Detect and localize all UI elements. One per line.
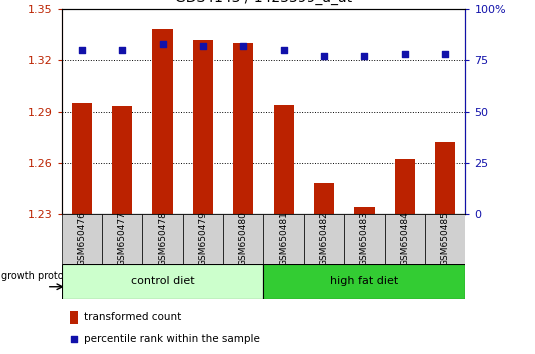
Text: GSM650480: GSM650480 bbox=[239, 211, 248, 267]
Bar bbox=[62, 214, 102, 264]
Text: high fat diet: high fat diet bbox=[330, 276, 399, 286]
Point bbox=[198, 43, 207, 48]
Text: GSM650482: GSM650482 bbox=[319, 212, 328, 266]
Text: transformed count: transformed count bbox=[84, 312, 181, 322]
Text: GSM650477: GSM650477 bbox=[118, 211, 127, 267]
Bar bbox=[263, 264, 465, 299]
Point bbox=[78, 47, 86, 53]
Bar bbox=[70, 311, 79, 324]
Bar bbox=[385, 214, 425, 264]
Text: growth protocol: growth protocol bbox=[2, 271, 78, 281]
Bar bbox=[233, 43, 254, 214]
Point bbox=[320, 53, 328, 59]
Bar bbox=[345, 214, 385, 264]
Point bbox=[279, 47, 288, 53]
Text: GSM650485: GSM650485 bbox=[441, 211, 450, 267]
Title: GDS4143 / 1423399_a_at: GDS4143 / 1423399_a_at bbox=[175, 0, 352, 5]
Text: GSM650483: GSM650483 bbox=[360, 211, 369, 267]
Bar bbox=[72, 103, 92, 214]
Text: GSM650484: GSM650484 bbox=[400, 212, 409, 266]
Point bbox=[239, 43, 248, 48]
Bar bbox=[102, 214, 142, 264]
Text: GSM650478: GSM650478 bbox=[158, 211, 167, 267]
Bar bbox=[62, 264, 263, 299]
Bar bbox=[273, 105, 294, 214]
Bar bbox=[112, 107, 132, 214]
Point bbox=[118, 47, 126, 53]
Point bbox=[441, 51, 449, 57]
Bar bbox=[304, 214, 345, 264]
Bar bbox=[314, 183, 334, 214]
Bar bbox=[152, 29, 173, 214]
Point bbox=[158, 41, 167, 47]
Bar bbox=[263, 214, 304, 264]
Point bbox=[70, 336, 78, 342]
Bar bbox=[142, 214, 182, 264]
Text: GSM650481: GSM650481 bbox=[279, 211, 288, 267]
Bar bbox=[223, 214, 264, 264]
Bar bbox=[435, 142, 455, 214]
Bar bbox=[395, 159, 415, 214]
Text: percentile rank within the sample: percentile rank within the sample bbox=[84, 334, 259, 344]
Point bbox=[401, 51, 409, 57]
Bar bbox=[354, 207, 374, 214]
Text: GSM650476: GSM650476 bbox=[77, 211, 86, 267]
Text: control diet: control diet bbox=[131, 276, 194, 286]
Point bbox=[360, 53, 369, 59]
Bar bbox=[425, 214, 465, 264]
Bar bbox=[182, 214, 223, 264]
Bar bbox=[193, 40, 213, 214]
Text: GSM650479: GSM650479 bbox=[198, 211, 208, 267]
